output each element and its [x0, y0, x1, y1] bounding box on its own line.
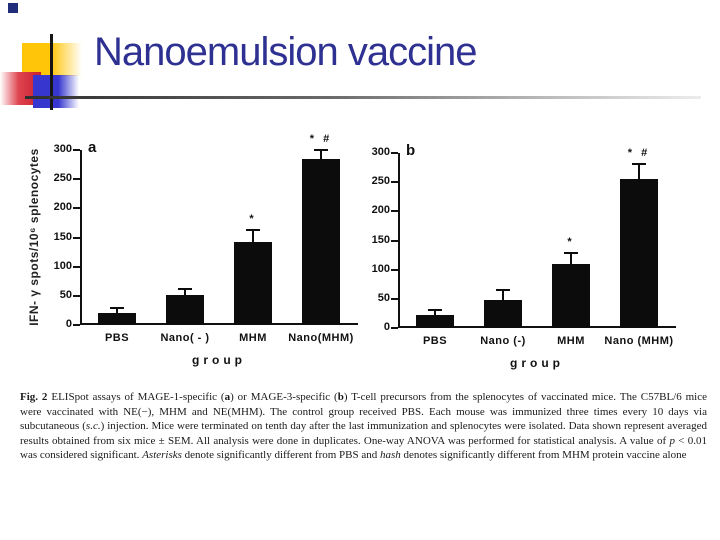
caption-segment: < 0.01 was considered significant. — [20, 434, 707, 462]
vertical-line-decoration — [50, 34, 53, 110]
figure-caption: Fig. 2 ELISpot assays of MAGE-1-specific… — [20, 390, 707, 463]
y-axis-tick — [391, 297, 398, 300]
bar — [416, 315, 454, 328]
y-axis-tick — [73, 294, 80, 297]
plot-area — [80, 150, 358, 325]
y-axis-tick-label: 250 — [371, 175, 390, 188]
y-axis-tick — [391, 181, 398, 184]
y-axis-tick — [391, 327, 398, 329]
x-category-label: PBS — [104, 332, 130, 344]
error-bar-cap — [246, 228, 260, 231]
y-axis-tick — [391, 239, 398, 242]
x-category-label: Nano(MHM) — [288, 332, 354, 344]
error-bar — [502, 291, 504, 300]
y-axis-tick-label: 50 — [59, 288, 72, 301]
panel-label: b — [406, 142, 416, 159]
significance-annotation: * # — [309, 132, 333, 145]
error-bar — [638, 164, 640, 180]
x-axis-title: group — [510, 356, 564, 370]
caption-segment: b — [337, 391, 344, 403]
x-category-label: MHM — [557, 335, 585, 347]
bar — [302, 158, 340, 325]
caption-segment: ) T-cell precursors from the splenocytes… — [20, 391, 708, 432]
y-axis-tick-label: 100 — [371, 262, 390, 275]
caption-segment: ) injection. Mice were terminated on ten… — [20, 420, 708, 447]
y-axis-tick-label: 300 — [53, 143, 72, 155]
caption-segment: hash — [380, 449, 401, 461]
y-axis-tick — [391, 210, 398, 213]
y-axis-tick-label: 150 — [371, 233, 390, 246]
error-bar-cap — [110, 306, 124, 309]
error-bar — [116, 308, 118, 314]
slide-title: Nanoemulsion vaccine — [94, 30, 477, 74]
caption-segment: a — [224, 391, 231, 403]
y-axis-tick-label: 250 — [53, 172, 72, 185]
caption-segment: s.c. — [85, 420, 101, 432]
error-bar — [320, 150, 322, 159]
x-category-label: PBS — [422, 335, 448, 347]
y-axis-tick-label: 50 — [377, 291, 390, 304]
bar — [234, 241, 272, 325]
y-axis-title: IFN- γ spots/10⁶ splenocytes — [27, 148, 41, 326]
x-category-label: Nano( - ) — [160, 332, 210, 344]
corner-square-decoration — [8, 3, 18, 13]
x-category-label: Nano (MHM) — [604, 335, 674, 347]
x-category-label: MHM — [239, 332, 267, 344]
bar — [552, 263, 590, 328]
y-axis-tick-label: 0 — [65, 318, 72, 330]
bar-chart-panel-b: b 0 50 100 150 200 250 300 PBS Nano (-) * MHM * # Nan… — [338, 138, 683, 378]
bar — [166, 295, 204, 325]
y-axis-tick — [73, 265, 80, 268]
error-bar — [434, 310, 436, 316]
caption-segment: Fig. 2 — [20, 391, 52, 403]
error-bar-cap — [178, 288, 192, 290]
y-axis-tick — [73, 149, 80, 151]
bar — [484, 300, 522, 328]
bar — [98, 313, 136, 325]
significance-annotation: * — [567, 235, 575, 248]
error-bar-cap — [314, 148, 328, 151]
x-category-label: Nano (-) — [480, 335, 526, 347]
caption-segment: denote significantly different from PBS … — [181, 449, 380, 461]
bar — [620, 179, 658, 328]
error-bar — [570, 253, 572, 264]
blue-square-decoration — [33, 75, 79, 108]
y-axis-tick — [391, 152, 398, 154]
y-axis-tick-label: 0 — [383, 321, 390, 333]
significance-annotation: * # — [627, 146, 651, 159]
y-axis-tick — [73, 324, 80, 326]
caption-segment: p — [669, 434, 675, 447]
plot-area — [398, 153, 676, 328]
y-axis-tick — [73, 236, 80, 239]
y-axis-tick — [73, 178, 80, 181]
y-axis-tick-label: 150 — [53, 230, 72, 243]
x-axis-title: group — [192, 353, 246, 367]
y-axis-tick — [73, 207, 80, 210]
y-axis-tick-label: 200 — [53, 201, 72, 214]
y-axis-tick-label: 300 — [371, 146, 390, 158]
caption-segment: denotes significantly different from MHM… — [400, 449, 687, 461]
error-bar-cap — [564, 251, 578, 254]
error-bar — [184, 290, 186, 296]
error-bar-cap — [632, 162, 646, 165]
y-axis-tick-label: 100 — [53, 259, 72, 272]
error-bar-cap — [428, 308, 442, 311]
y-axis-tick — [391, 268, 398, 271]
caption-segment: ELISpot assays of MAGE-1-specific ( — [51, 391, 225, 403]
error-bar — [252, 230, 254, 242]
caption-segment: Asterisks — [142, 449, 182, 461]
panel-label: a — [88, 139, 97, 156]
title-underline — [25, 96, 701, 99]
y-axis-tick-label: 200 — [371, 204, 390, 217]
bar-chart-panel-a: a 0 50 100 150 200 250 300 PBS Nano( - ) * MHM * # Na… — [20, 132, 365, 375]
caption-segment: ) or MAGE-3-specific ( — [230, 391, 338, 403]
significance-annotation: * — [249, 212, 257, 225]
error-bar-cap — [496, 289, 510, 292]
